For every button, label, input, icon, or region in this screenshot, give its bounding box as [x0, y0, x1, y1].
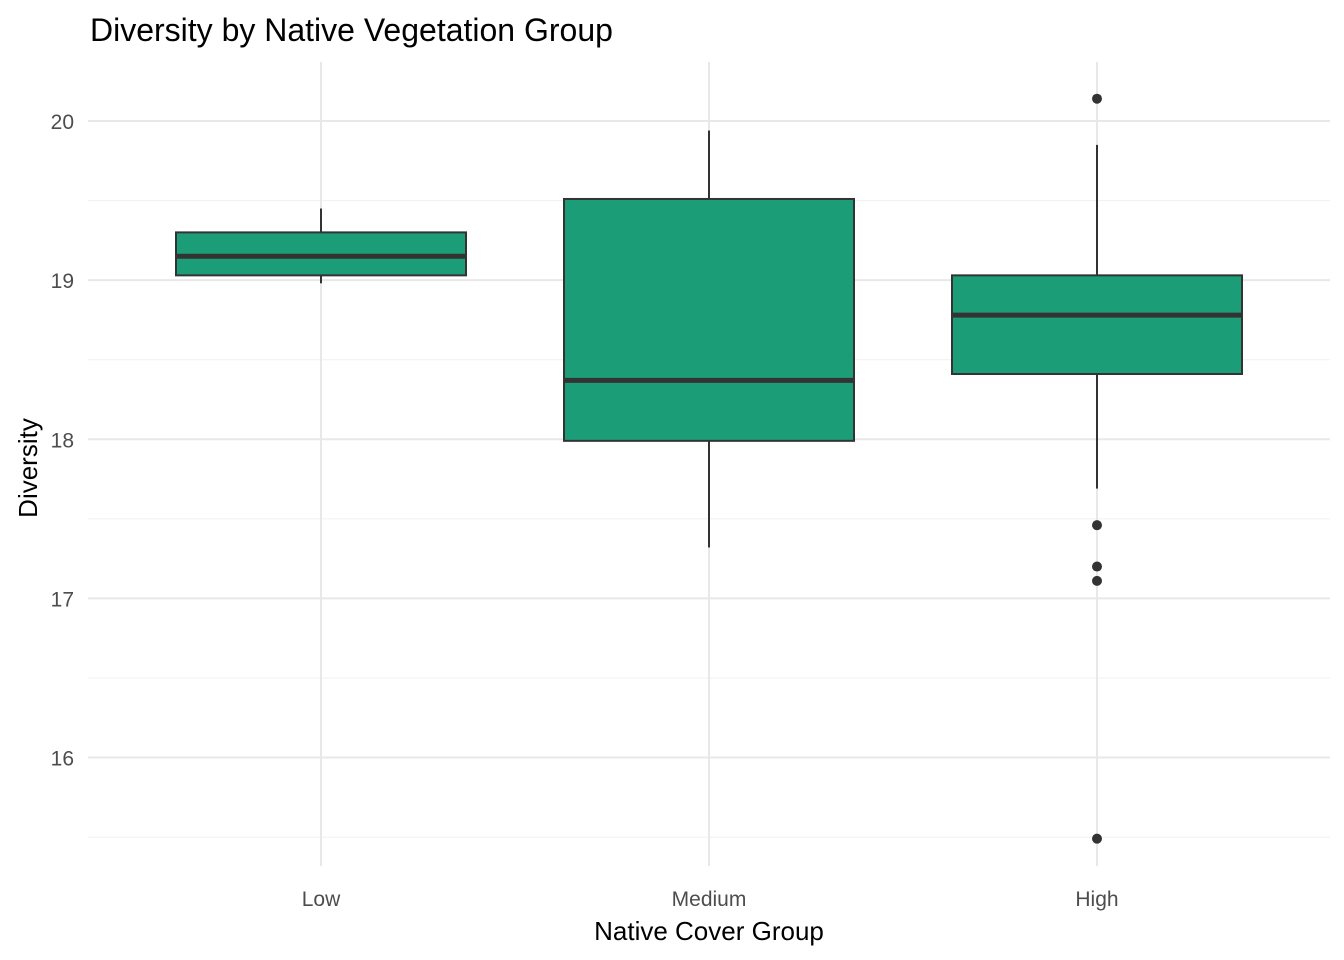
x-axis-title: Native Cover Group	[594, 916, 824, 946]
x-tick-label: High	[1075, 888, 1118, 911]
y-axis-title: Diversity	[13, 418, 43, 518]
chart-title: Diversity by Native Vegetation Group	[90, 12, 613, 48]
outlier-point	[1092, 93, 1102, 104]
box-low	[175, 208, 467, 284]
box-medium	[563, 130, 855, 548]
box-iqr	[951, 274, 1243, 376]
y-tick-label: 16	[51, 748, 74, 771]
y-tick-label: 17	[51, 588, 74, 611]
outlier-point	[1092, 520, 1102, 531]
x-tick-label: Low	[302, 888, 341, 911]
y-tick-label: 18	[51, 429, 74, 452]
x-tick-label: Medium	[672, 888, 747, 911]
y-tick-label: 19	[51, 270, 74, 293]
boxplot-series	[175, 93, 1243, 844]
y-tick-label: 20	[51, 111, 74, 134]
box-high	[951, 93, 1243, 844]
outlier-point	[1092, 575, 1102, 586]
tick-labels: 16 17 18 19 20 Low Medium High	[51, 111, 1119, 911]
outlier-point	[1092, 833, 1102, 844]
outlier-point	[1092, 561, 1102, 572]
box-iqr	[563, 197, 855, 442]
